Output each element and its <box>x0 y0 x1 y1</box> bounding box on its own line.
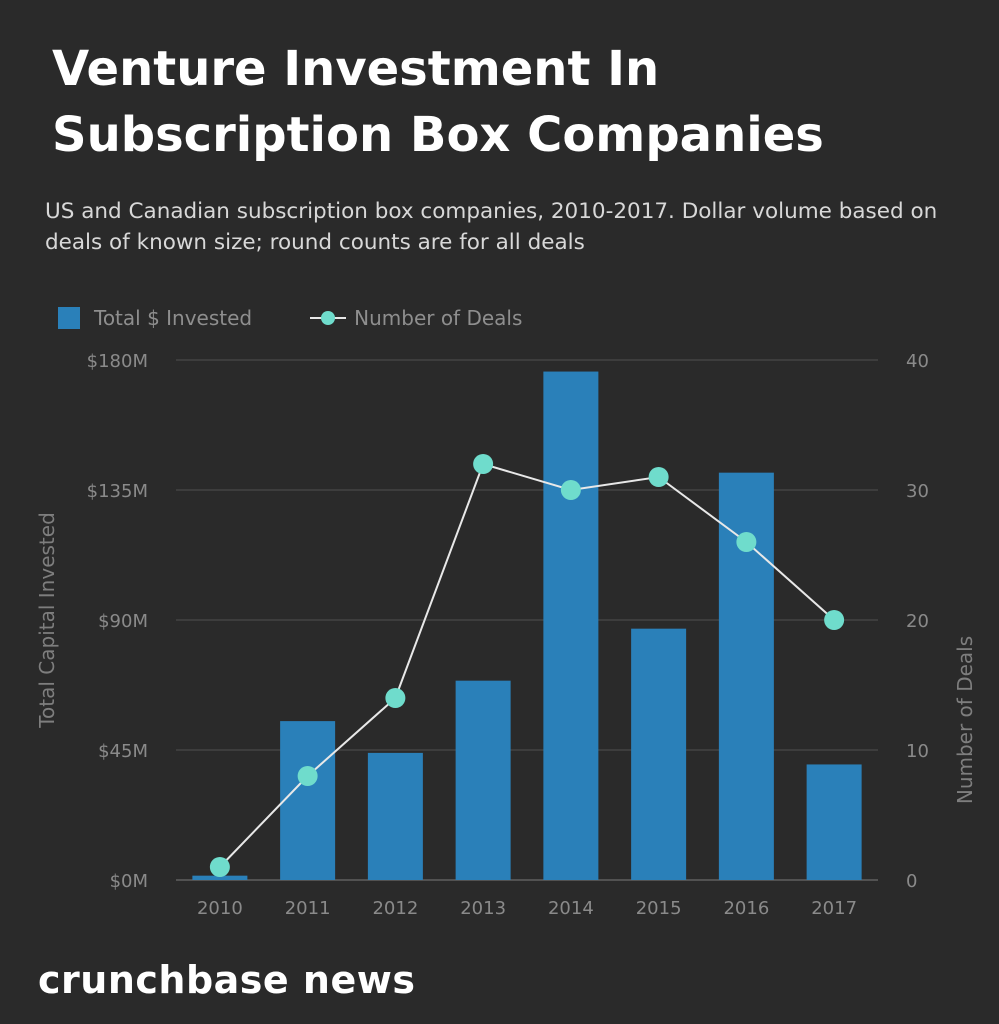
legend-item-deals: Number of Deals <box>310 306 522 330</box>
bar-swatch-icon <box>58 307 80 329</box>
y-axis-title: Total Capital Invested <box>35 512 59 729</box>
y2-tick-label: 30 <box>906 481 929 502</box>
chart-title: Venture Investment In Subscription Box C… <box>52 41 824 163</box>
bar-2013 <box>455 680 511 880</box>
legend-label-invested: Total $ Invested <box>94 306 253 330</box>
deals-point-2015 <box>648 467 669 487</box>
y2-tick-label: 40 <box>906 351 929 372</box>
y-tick-label: $135M <box>87 481 148 502</box>
chart-legend: Total $ Invested Number of Deals <box>58 303 522 333</box>
deals-point-2010 <box>209 857 230 877</box>
y-tick-label: $0M <box>110 871 148 892</box>
y2-axis-title: Number of Deals <box>953 636 977 804</box>
bar-2010 <box>192 875 248 880</box>
x-tick-label: 2010 <box>197 898 243 919</box>
bar-2017 <box>806 764 862 880</box>
y2-tick-label: 10 <box>906 741 929 762</box>
x-tick-label: 2016 <box>723 898 769 919</box>
bar-2014 <box>543 371 599 880</box>
chart-subtitle: US and Canadian subscription box compani… <box>45 199 938 255</box>
y-tick-label: $45M <box>98 741 148 762</box>
brand-logo: crunchbase news <box>38 958 416 1002</box>
bar-2015 <box>631 628 687 880</box>
deals-point-2016 <box>736 532 757 552</box>
x-tick-label: 2015 <box>636 898 682 919</box>
bar-2011 <box>280 721 336 880</box>
deals-point-2011 <box>297 766 318 786</box>
x-tick-label: 2014 <box>548 898 594 919</box>
x-tick-label: 2012 <box>372 898 418 919</box>
legend-item-invested: Total $ Invested <box>58 306 252 330</box>
x-tick-label: 2017 <box>811 898 857 919</box>
y-tick-label: $90M <box>98 611 148 632</box>
bar-2012 <box>367 752 423 880</box>
legend-label-deals: Number of Deals <box>354 306 523 330</box>
deals-line <box>219 462 835 868</box>
line-marker-icon <box>310 307 347 329</box>
deals-point-2017 <box>824 610 845 630</box>
deals-point-2014 <box>560 480 581 500</box>
y-tick-label: $180M <box>87 351 148 372</box>
y2-tick-label: 0 <box>906 871 917 892</box>
deals-point-2013 <box>473 454 494 474</box>
x-tick-label: 2013 <box>460 898 506 919</box>
y2-tick-label: 20 <box>906 611 929 632</box>
deals-point-2012 <box>385 688 406 708</box>
x-tick-label: 2011 <box>285 898 331 919</box>
